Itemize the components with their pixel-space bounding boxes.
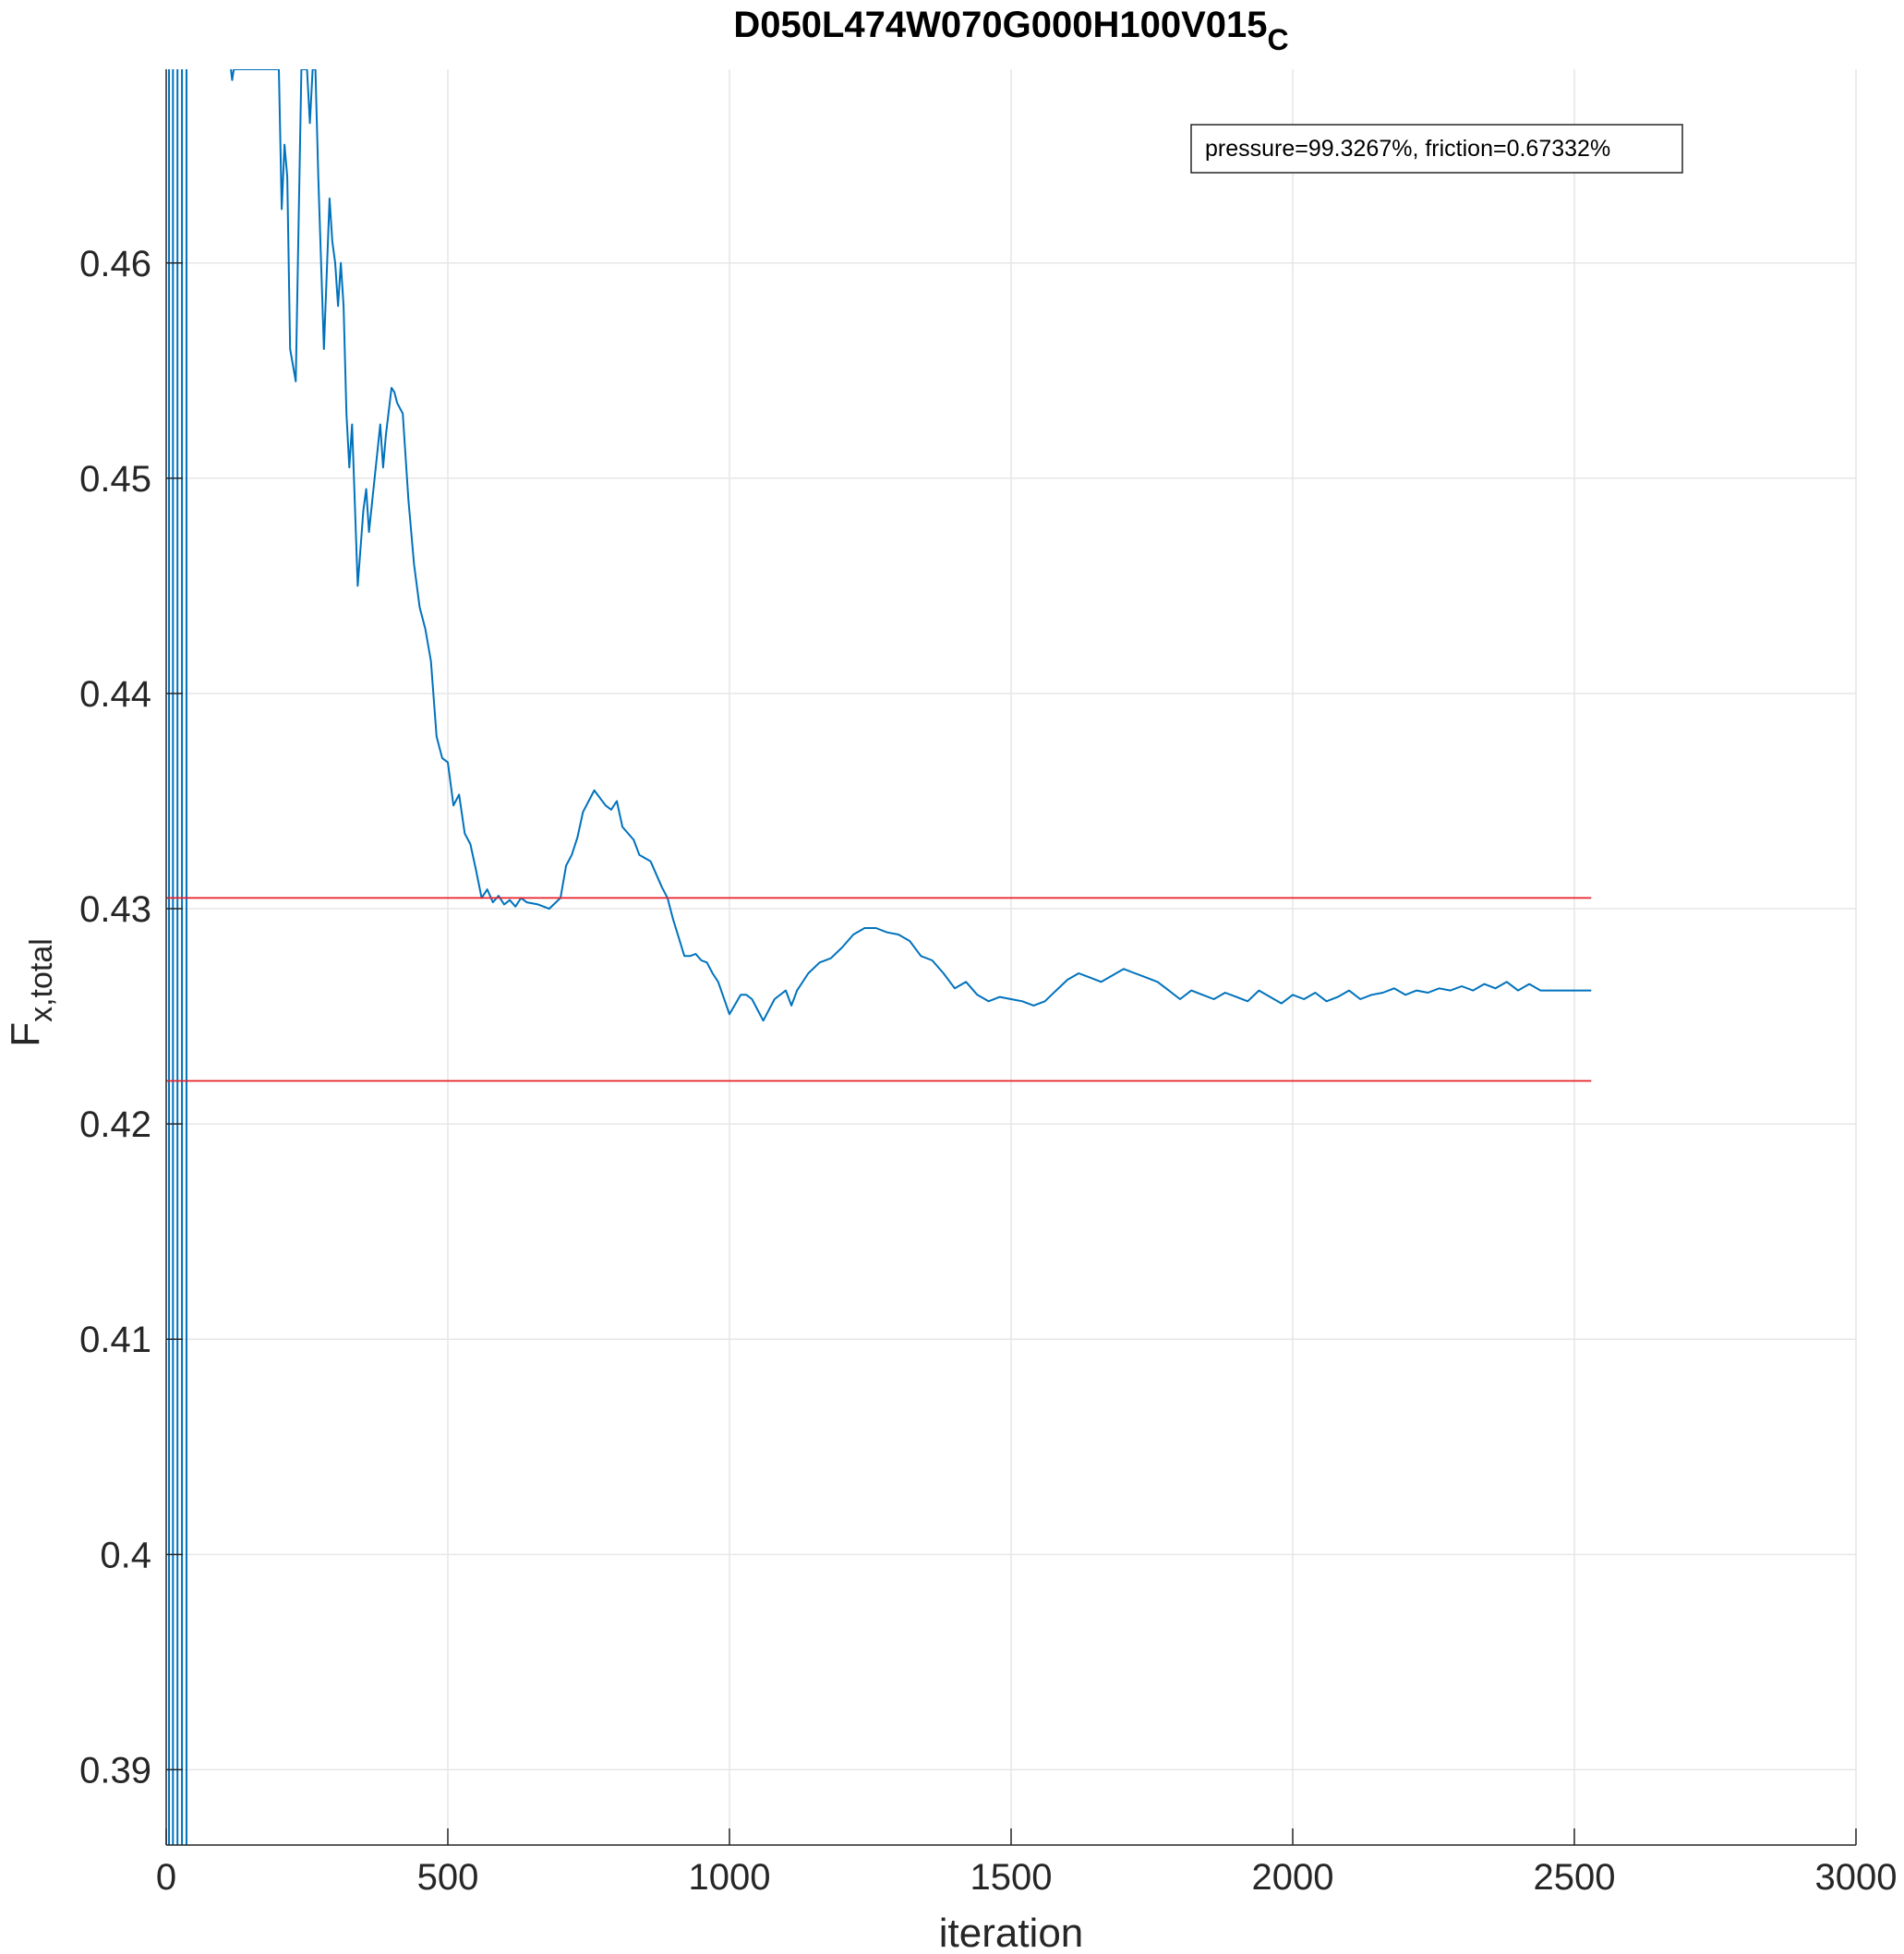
y-tick-label: 0.43 [79,889,151,930]
y-axis-label-subscript: x,total [24,938,59,1022]
series-layer [166,69,1592,1845]
grid [165,69,1857,1845]
chart-title: D050L474W070G000H100V015C [733,5,1288,56]
chart-title-main: D050L474W070G000H100V015 [733,5,1267,45]
x-tick-label: 0 [156,1857,176,1898]
y-axis-label-main: F [3,1022,48,1047]
chart-title-subscript: C [1268,23,1289,56]
x-tick-label: 2500 [1534,1857,1616,1898]
x-tick-label: 1000 [689,1857,771,1898]
x-tick-label: 3000 [1815,1857,1898,1898]
y-tick-label: 0.4 [100,1535,151,1575]
svg-text:Fx,total: Fx,total [3,938,59,1047]
y-tick-label: 0.41 [79,1320,151,1360]
y-tick-label: 0.42 [79,1104,151,1145]
y-tick-label: 0.45 [79,459,151,500]
y-tick-label: 0.39 [79,1750,151,1791]
annotation-text: pressure=99.3267%, friction=0.67332% [1205,136,1610,162]
x-tick-label: 2000 [1252,1857,1334,1898]
annotation-border [1190,124,1683,174]
x-axis-label: iteration [939,1911,1084,1954]
y-tick-label: 0.46 [79,244,151,284]
axes [165,69,1857,1846]
y-tick-label: 0.44 [79,674,151,715]
x-tick-label: 500 [417,1857,479,1898]
y-axis-label: Fx,total [3,938,59,1047]
force-series-line [230,69,1592,1022]
tick-labels: 0 500 1000 1500 2000 2500 3000 0.39 0.4 0.41 0.42 0… [79,244,1897,1898]
x-tick-label: 1500 [970,1857,1053,1898]
annotation-box: pressure=99.3267%, friction=0.67332% [1190,124,1683,174]
